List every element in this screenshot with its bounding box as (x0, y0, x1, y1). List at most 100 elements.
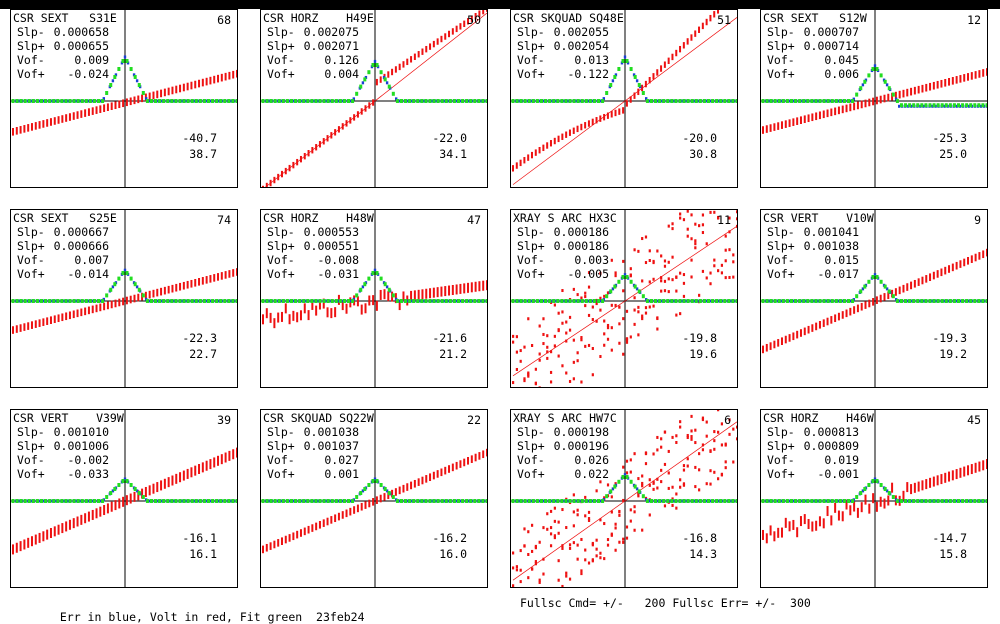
fit-point (347, 299, 350, 303)
volt-point (539, 353, 541, 356)
fit-point (441, 499, 444, 503)
slp-plus-row: Slp+0.002071 (267, 39, 359, 53)
volt-point (910, 88, 912, 96)
fit-point (512, 499, 515, 503)
fit-point (363, 487, 366, 491)
vof-minus-value: 0.126 (303, 53, 359, 67)
volt-point (713, 259, 715, 262)
fit-point (367, 277, 370, 281)
volt-point (20, 324, 22, 332)
volt-point (846, 105, 848, 113)
volt-point (542, 526, 544, 529)
slp-minus-value: 0.001010 (53, 425, 109, 439)
volt-point (967, 465, 969, 475)
volt-point (641, 529, 643, 532)
fit-point (162, 99, 165, 103)
volt-point (168, 286, 170, 294)
fit-point (314, 299, 317, 303)
volt-point (921, 480, 923, 490)
volt-point (168, 477, 170, 487)
volt-point (709, 449, 711, 452)
fit-point (662, 499, 665, 503)
volt-point (448, 286, 450, 296)
fit-point (28, 299, 31, 303)
volt-point (637, 477, 639, 480)
volt-point (561, 585, 563, 588)
volt-point (690, 275, 692, 278)
fit-point (683, 99, 686, 103)
fit-point (105, 495, 108, 499)
fit-point (581, 99, 584, 103)
volt-point (690, 438, 692, 441)
volt-point (679, 312, 681, 315)
fit-point (262, 499, 265, 503)
fit-point (52, 99, 55, 103)
fit-point (871, 479, 874, 483)
fit-point (687, 99, 690, 103)
volt-point (626, 471, 628, 474)
volt-point (671, 222, 673, 225)
volt-point (796, 117, 798, 125)
volt-point (558, 579, 560, 582)
volt-point (902, 285, 904, 293)
volt-point (838, 511, 840, 521)
fit-point (331, 299, 334, 303)
fit-point (581, 299, 584, 303)
fit-point (306, 99, 309, 103)
fit-point (371, 271, 374, 275)
volt-point (698, 27, 700, 33)
volt-point (452, 28, 454, 34)
slp-minus-row: Slp-0.000667 (17, 225, 109, 239)
volt-point (592, 558, 594, 561)
fit-point (727, 99, 730, 103)
fit-point (371, 63, 374, 67)
volt-point (478, 281, 480, 291)
volt-point (702, 223, 704, 226)
volt-point (687, 465, 689, 468)
volt-point (546, 350, 548, 353)
volt-point (523, 527, 525, 530)
volt-point (99, 105, 101, 113)
fit-point (236, 499, 239, 503)
fit-point (219, 499, 222, 503)
volt-point (152, 484, 154, 494)
volt-point (433, 472, 435, 480)
volt-point (92, 510, 94, 520)
fit-point (528, 299, 531, 303)
err-point (612, 79, 614, 82)
vof-plus-value: -0.014 (53, 267, 109, 281)
fit-point (790, 99, 793, 103)
volt-point (819, 321, 821, 329)
fit-point (126, 479, 129, 483)
volt-point (641, 482, 643, 485)
volt-point (675, 441, 677, 444)
fit-point (642, 494, 645, 498)
fit-point (540, 499, 543, 503)
volt-point (190, 280, 192, 288)
fit-point (60, 99, 63, 103)
fit-point (183, 499, 186, 503)
fit-point (469, 99, 472, 103)
volt-point (126, 495, 128, 505)
vof-minus-row: Vof-0.026 (517, 453, 609, 467)
fit-point (957, 299, 960, 303)
fit-point (461, 99, 464, 103)
slp-minus-row: Slp-0.000813 (767, 425, 859, 439)
fit-point (933, 299, 936, 303)
volt-point (171, 87, 173, 95)
fit-point (540, 99, 543, 103)
fit-point (392, 293, 395, 297)
volt-point (554, 335, 556, 338)
volt-point (842, 311, 844, 319)
slp-minus-label: Slp- (767, 25, 803, 39)
volt-point (463, 283, 465, 293)
volt-point (899, 287, 901, 295)
volt-point (65, 521, 67, 531)
volt-point (92, 306, 94, 314)
volt-point (550, 140, 552, 146)
volt-point (607, 544, 609, 547)
volt-point (111, 102, 113, 110)
fit-point (138, 288, 141, 292)
fit-point (20, 99, 23, 103)
volt-point (668, 471, 670, 474)
